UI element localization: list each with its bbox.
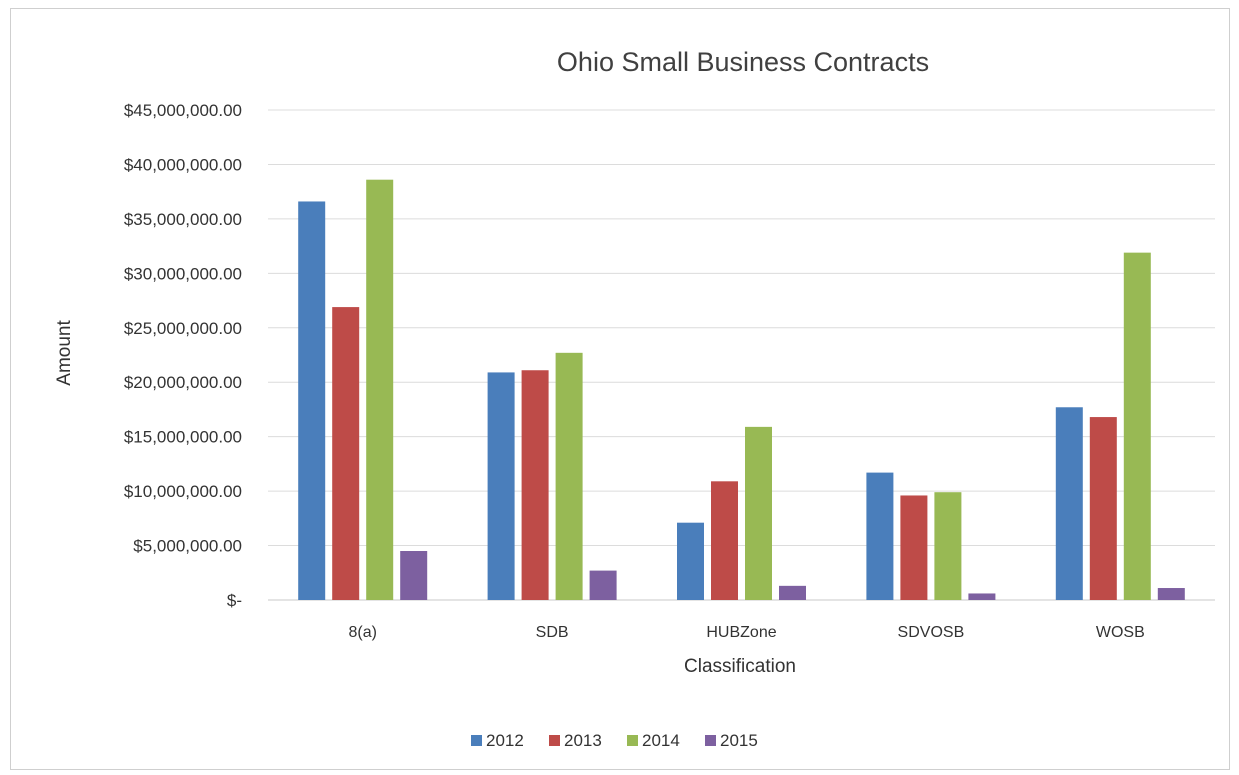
legend: 2012 2013 2014 2015 xyxy=(471,731,758,750)
bar-2014-8a xyxy=(366,179,394,600)
bar-2014-wosb xyxy=(1123,252,1151,600)
y-axis-ticks: $- $5,000,000.00 $10,000,000.00 $15,000,000… xyxy=(124,101,242,610)
legend-label-2012: 2012 xyxy=(486,731,524,750)
bar-2014-hubzone xyxy=(745,426,772,600)
legend-swatch-2012 xyxy=(471,735,482,746)
y-tick-label: $40,000,000.00 xyxy=(124,155,242,174)
y-axis-title: Amount xyxy=(54,320,75,386)
bar-2013-8a xyxy=(332,307,360,600)
bar-2015-sdvosb xyxy=(968,593,996,600)
y-tick-label: $35,000,000.00 xyxy=(124,210,242,229)
bars xyxy=(298,179,1185,600)
bar-2012-hubzone xyxy=(677,522,704,600)
chart-title: Ohio Small Business Contracts xyxy=(557,47,929,77)
y-tick-label: $5,000,000.00 xyxy=(133,537,242,556)
y-tick-label: $45,000,000.00 xyxy=(124,101,242,120)
bar-2012-wosb xyxy=(1055,407,1083,600)
bar-2015-8a xyxy=(400,551,428,600)
y-tick-label: $- xyxy=(227,591,242,610)
legend-swatch-2014 xyxy=(627,735,638,746)
x-category-label: WOSB xyxy=(1096,624,1145,641)
bar-2015-wosb xyxy=(1157,588,1185,600)
x-axis-title: Classification xyxy=(684,656,796,677)
y-tick-label: $15,000,000.00 xyxy=(124,428,242,447)
y-tick-label: $10,000,000.00 xyxy=(124,482,242,501)
bar-2012-8a xyxy=(298,201,326,600)
legend-swatch-2015 xyxy=(705,735,716,746)
bar-2013-wosb xyxy=(1089,417,1117,600)
bar-2015-sdb xyxy=(589,570,617,600)
bar-2013-hubzone xyxy=(711,481,738,600)
bar-2013-sdb xyxy=(521,370,549,600)
bar-2012-sdb xyxy=(487,372,515,600)
bar-2012-sdvosb xyxy=(866,472,894,600)
legend-label-2013: 2013 xyxy=(564,731,602,750)
y-tick-label: $30,000,000.00 xyxy=(124,264,242,283)
legend-label-2014: 2014 xyxy=(642,731,680,750)
x-category-label: SDB xyxy=(536,624,569,641)
bar-2014-sdb xyxy=(555,352,583,600)
bar-2015-hubzone xyxy=(779,585,806,600)
bar-2013-sdvosb xyxy=(900,495,928,600)
y-tick-label: $20,000,000.00 xyxy=(124,373,242,392)
x-category-label: 8(a) xyxy=(348,624,376,641)
x-axis-categories: 8(a) SDB HUBZone SDVOSB WOSB xyxy=(348,624,1144,641)
bar-2014-sdvosb xyxy=(934,492,962,600)
x-category-label: SDVOSB xyxy=(898,624,965,641)
y-tick-label: $25,000,000.00 xyxy=(124,319,242,338)
legend-swatch-2013 xyxy=(549,735,560,746)
x-category-label: HUBZone xyxy=(706,624,776,641)
chart-frame xyxy=(10,8,1230,770)
legend-label-2015: 2015 xyxy=(720,731,758,750)
